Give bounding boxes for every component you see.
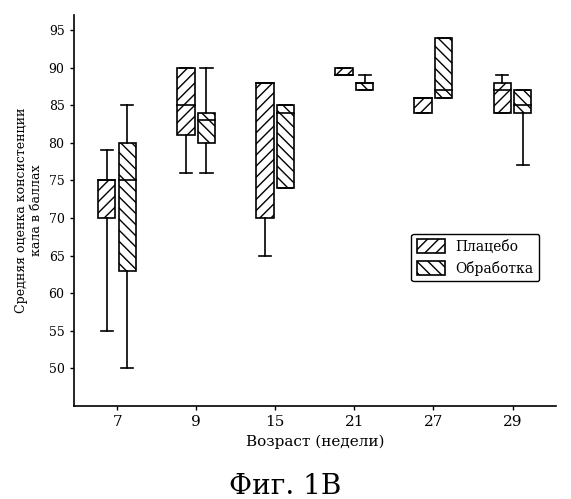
Bar	[415, 98, 432, 113]
Bar	[98, 181, 115, 218]
Text: Фиг. 1В: Фиг. 1В	[230, 473, 341, 499]
Bar	[493, 83, 511, 113]
Bar	[177, 68, 195, 135]
Bar	[356, 83, 373, 90]
Bar	[198, 113, 215, 143]
Y-axis label: Средняя оценка консистенции
кала в баллах: Средняя оценка консистенции кала в балла…	[15, 108, 43, 313]
X-axis label: Возраст (недели): Возраст (недели)	[246, 435, 384, 449]
Bar	[435, 37, 452, 98]
Bar	[514, 90, 532, 113]
Bar	[335, 68, 353, 75]
Legend: Плацебо, Обработка: Плацебо, Обработка	[411, 234, 540, 281]
Bar	[256, 83, 274, 218]
Bar	[119, 143, 136, 271]
Bar	[277, 105, 294, 188]
